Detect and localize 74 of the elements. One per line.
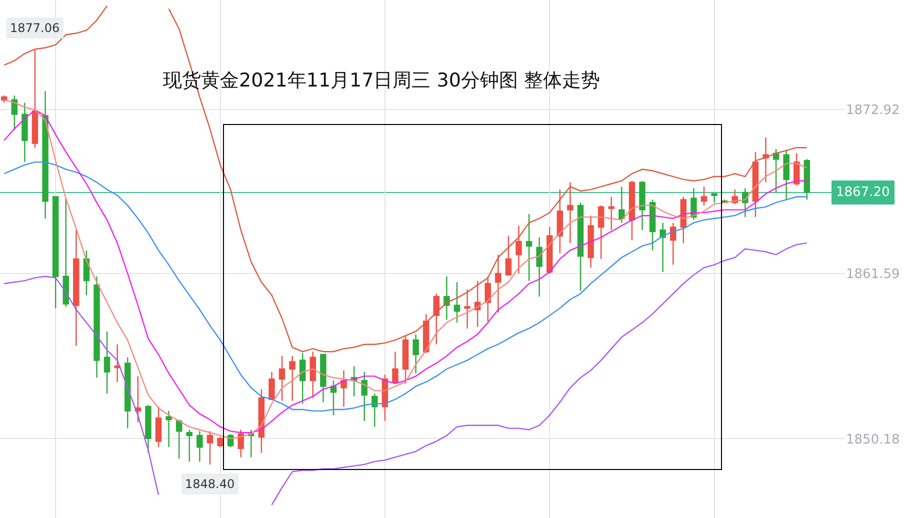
candlestick — [155, 406, 162, 448]
candlestick — [526, 214, 532, 282]
candlestick — [598, 204, 604, 260]
candlestick — [608, 196, 614, 231]
candlestick — [505, 235, 512, 276]
candlestick — [320, 354, 326, 403]
candlestick — [361, 371, 368, 422]
candlestick — [340, 370, 347, 408]
candlestick — [217, 436, 224, 448]
candlestick — [711, 192, 718, 204]
candlestick — [804, 158, 810, 200]
candlestick — [268, 371, 275, 400]
candlestick — [52, 196, 59, 309]
candlestick — [464, 288, 470, 330]
annotation: 1848.40 — [185, 477, 235, 491]
candlestick — [238, 429, 244, 458]
y-tick-label: 1872.92 — [846, 103, 900, 118]
candlestick — [752, 151, 759, 218]
candlestick — [567, 182, 574, 244]
candlestick — [22, 102, 28, 163]
candlestick — [186, 429, 192, 462]
candlestick — [206, 430, 214, 466]
candlestick — [588, 214, 594, 268]
candlestick — [495, 254, 502, 314]
candlestick — [42, 90, 48, 220]
candlestick — [289, 355, 296, 402]
candlestick — [124, 356, 131, 429]
candlestick — [433, 293, 440, 345]
candlestick — [516, 225, 522, 274]
candlestick — [258, 388, 265, 454]
candlestick — [577, 202, 584, 292]
candlestick — [670, 222, 676, 266]
candlestick — [536, 236, 542, 298]
candlestick — [444, 276, 450, 320]
candlestick — [145, 404, 152, 454]
candlestick — [660, 222, 666, 273]
line-series — [4, 161, 808, 412]
candlestick — [83, 250, 90, 296]
candlestick — [474, 280, 481, 328]
annotation: 1877.06 — [10, 21, 60, 35]
candlestick — [412, 334, 419, 374]
candlestick — [556, 188, 564, 254]
candlestick — [618, 186, 625, 224]
candlestick — [794, 152, 800, 186]
candlestick — [278, 355, 286, 402]
candlestick — [94, 276, 100, 378]
candlestick — [330, 380, 337, 416]
candlestick — [700, 186, 708, 206]
candlestick — [649, 199, 656, 251]
ref-line-label: 1867.20 — [836, 185, 890, 200]
candlestick — [134, 376, 142, 424]
y-tick-label: 1850.18 — [846, 432, 900, 448]
candlestick — [299, 352, 306, 404]
candlestick — [639, 180, 646, 231]
candlestick — [196, 430, 203, 462]
candlestick — [114, 344, 120, 383]
candlestick — [73, 229, 80, 346]
candlestick — [166, 410, 172, 448]
candlestick — [11, 94, 18, 131]
candlestick — [310, 351, 316, 399]
candlestick — [783, 150, 790, 200]
candlestick — [762, 136, 769, 183]
candlestick — [772, 148, 780, 194]
candlestick — [248, 429, 254, 458]
candlestick — [104, 330, 110, 394]
candlestick — [392, 351, 398, 384]
candlestick — [454, 282, 460, 324]
candlestick — [176, 420, 182, 460]
y-tick-label: 1861.59 — [846, 267, 900, 282]
candlestick — [372, 392, 378, 428]
candlestick — [484, 276, 491, 322]
candlestick — [628, 180, 636, 241]
candlestick — [680, 196, 687, 244]
candlestick — [62, 198, 69, 308]
